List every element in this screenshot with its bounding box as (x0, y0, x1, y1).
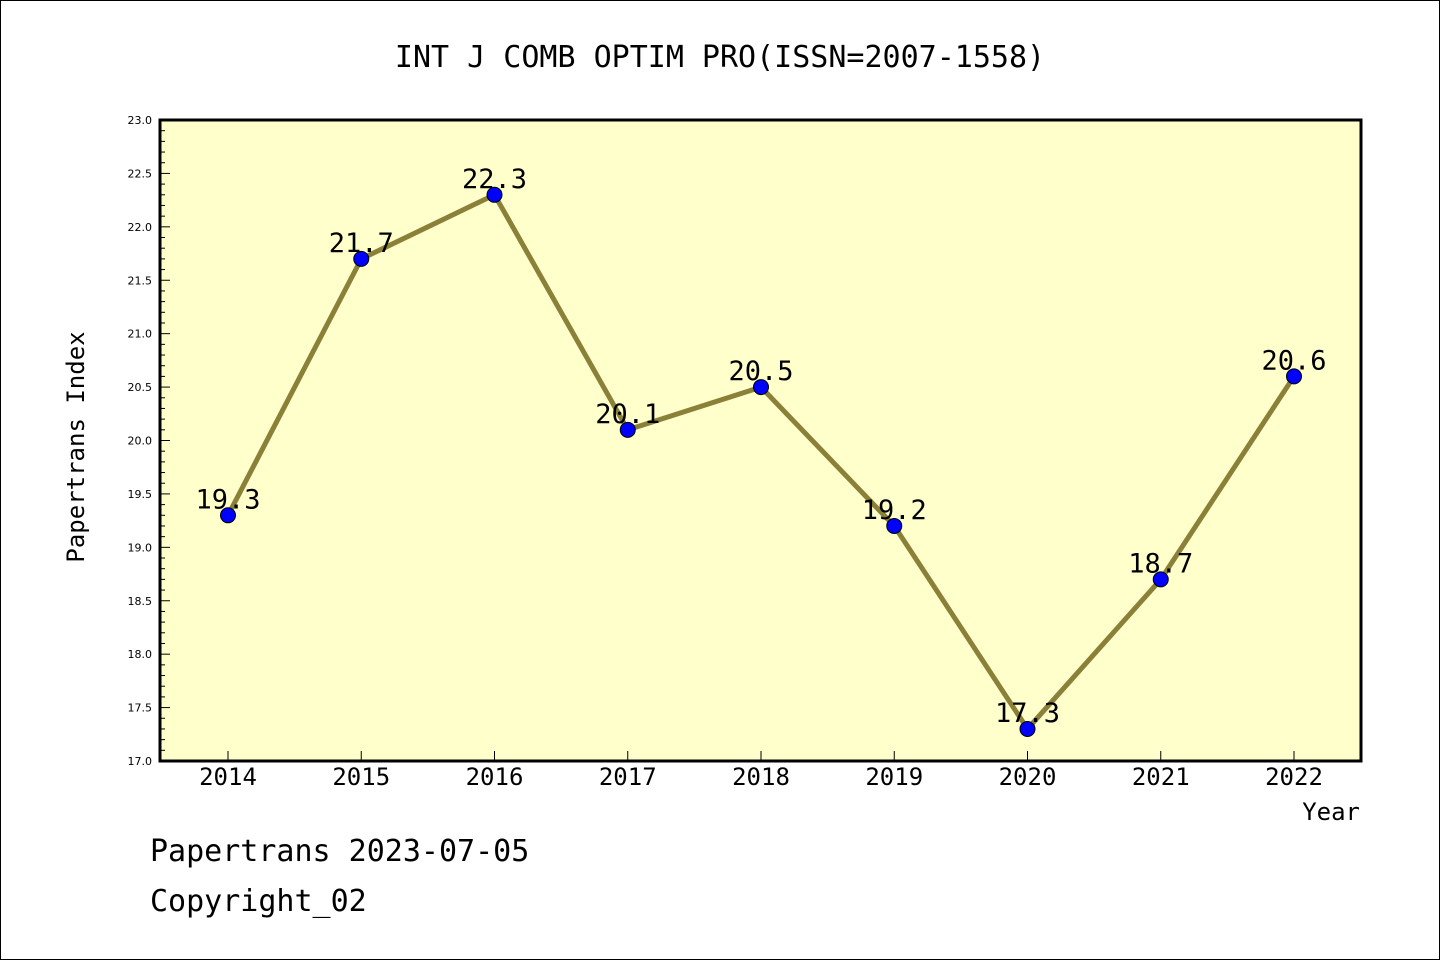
x-axis-label: Year (1302, 798, 1360, 826)
y-tick-label: 21.5 (128, 274, 153, 287)
y-tick-label: 19.0 (128, 541, 153, 554)
x-tick-label: 2014 (199, 763, 257, 791)
y-tick-label: 22.5 (128, 167, 153, 180)
y-tick-label: 21.0 (128, 328, 153, 341)
y-tick-label: 20.0 (128, 435, 153, 448)
x-tick-label: 2021 (1132, 763, 1190, 791)
y-tick-label: 18.0 (128, 648, 153, 661)
data-label: 22.3 (462, 164, 527, 195)
data-label: 17.3 (995, 698, 1060, 729)
data-points (220, 186, 1302, 737)
data-point (353, 250, 370, 267)
y-tick-label: 23.0 (128, 114, 153, 127)
x-tick-label: 2018 (732, 763, 790, 791)
footer-date: Papertrans 2023-07-05 (150, 834, 530, 869)
y-tick-label: 18.5 (128, 595, 153, 608)
y-tick-label: 17.5 (128, 702, 153, 715)
chart-title: INT J COMB OPTIM PRO(ISSN=2007-1558) (395, 40, 1045, 75)
data-label: 19.3 (195, 484, 260, 515)
x-tick-label: 2015 (332, 763, 390, 791)
data-point (1286, 368, 1302, 385)
data-point (619, 421, 636, 438)
data-label: 19.2 (862, 495, 927, 526)
y-axis-label: Papertrans Index (62, 331, 90, 562)
x-tick-label: 2020 (999, 763, 1057, 791)
plot-area (160, 120, 1361, 761)
data-point (886, 517, 903, 534)
data-labels: 19.3 21.7 22.3 20.1 20.5 19.2 17.3 18.7 20.6 (195, 164, 1326, 729)
data-point (486, 186, 503, 203)
data-label: 20.6 (1261, 345, 1326, 376)
footer-copyright: Copyright_02 (150, 884, 367, 919)
data-label: 20.5 (728, 356, 793, 387)
y-tick-label: 22.0 (128, 221, 153, 234)
data-point (1152, 571, 1169, 588)
y-tick-label: 17.0 (128, 755, 153, 768)
data-point (1019, 720, 1036, 737)
y-axis: 17.0 17.5 18.0 18.5 19.0 19.5 20.0 20.5 21.0 21.5… (128, 114, 170, 768)
data-point (753, 379, 769, 396)
data-point (220, 507, 236, 524)
data-label: 20.1 (595, 399, 660, 430)
x-tick-label: 2016 (466, 763, 524, 791)
x-axis: 2014 2015 2016 2017 2018 2019 2020 2021 2022 (199, 751, 1323, 791)
y-tick-label: 19.5 (128, 488, 153, 501)
plot-border (158, 118, 1363, 763)
x-tick-label: 2017 (599, 763, 657, 791)
x-tick-label: 2022 (1265, 763, 1323, 791)
data-label: 21.7 (329, 228, 394, 259)
x-tick-label: 2019 (865, 763, 923, 791)
y-tick-label: 20.5 (128, 381, 153, 394)
data-label: 18.7 (1128, 548, 1193, 579)
